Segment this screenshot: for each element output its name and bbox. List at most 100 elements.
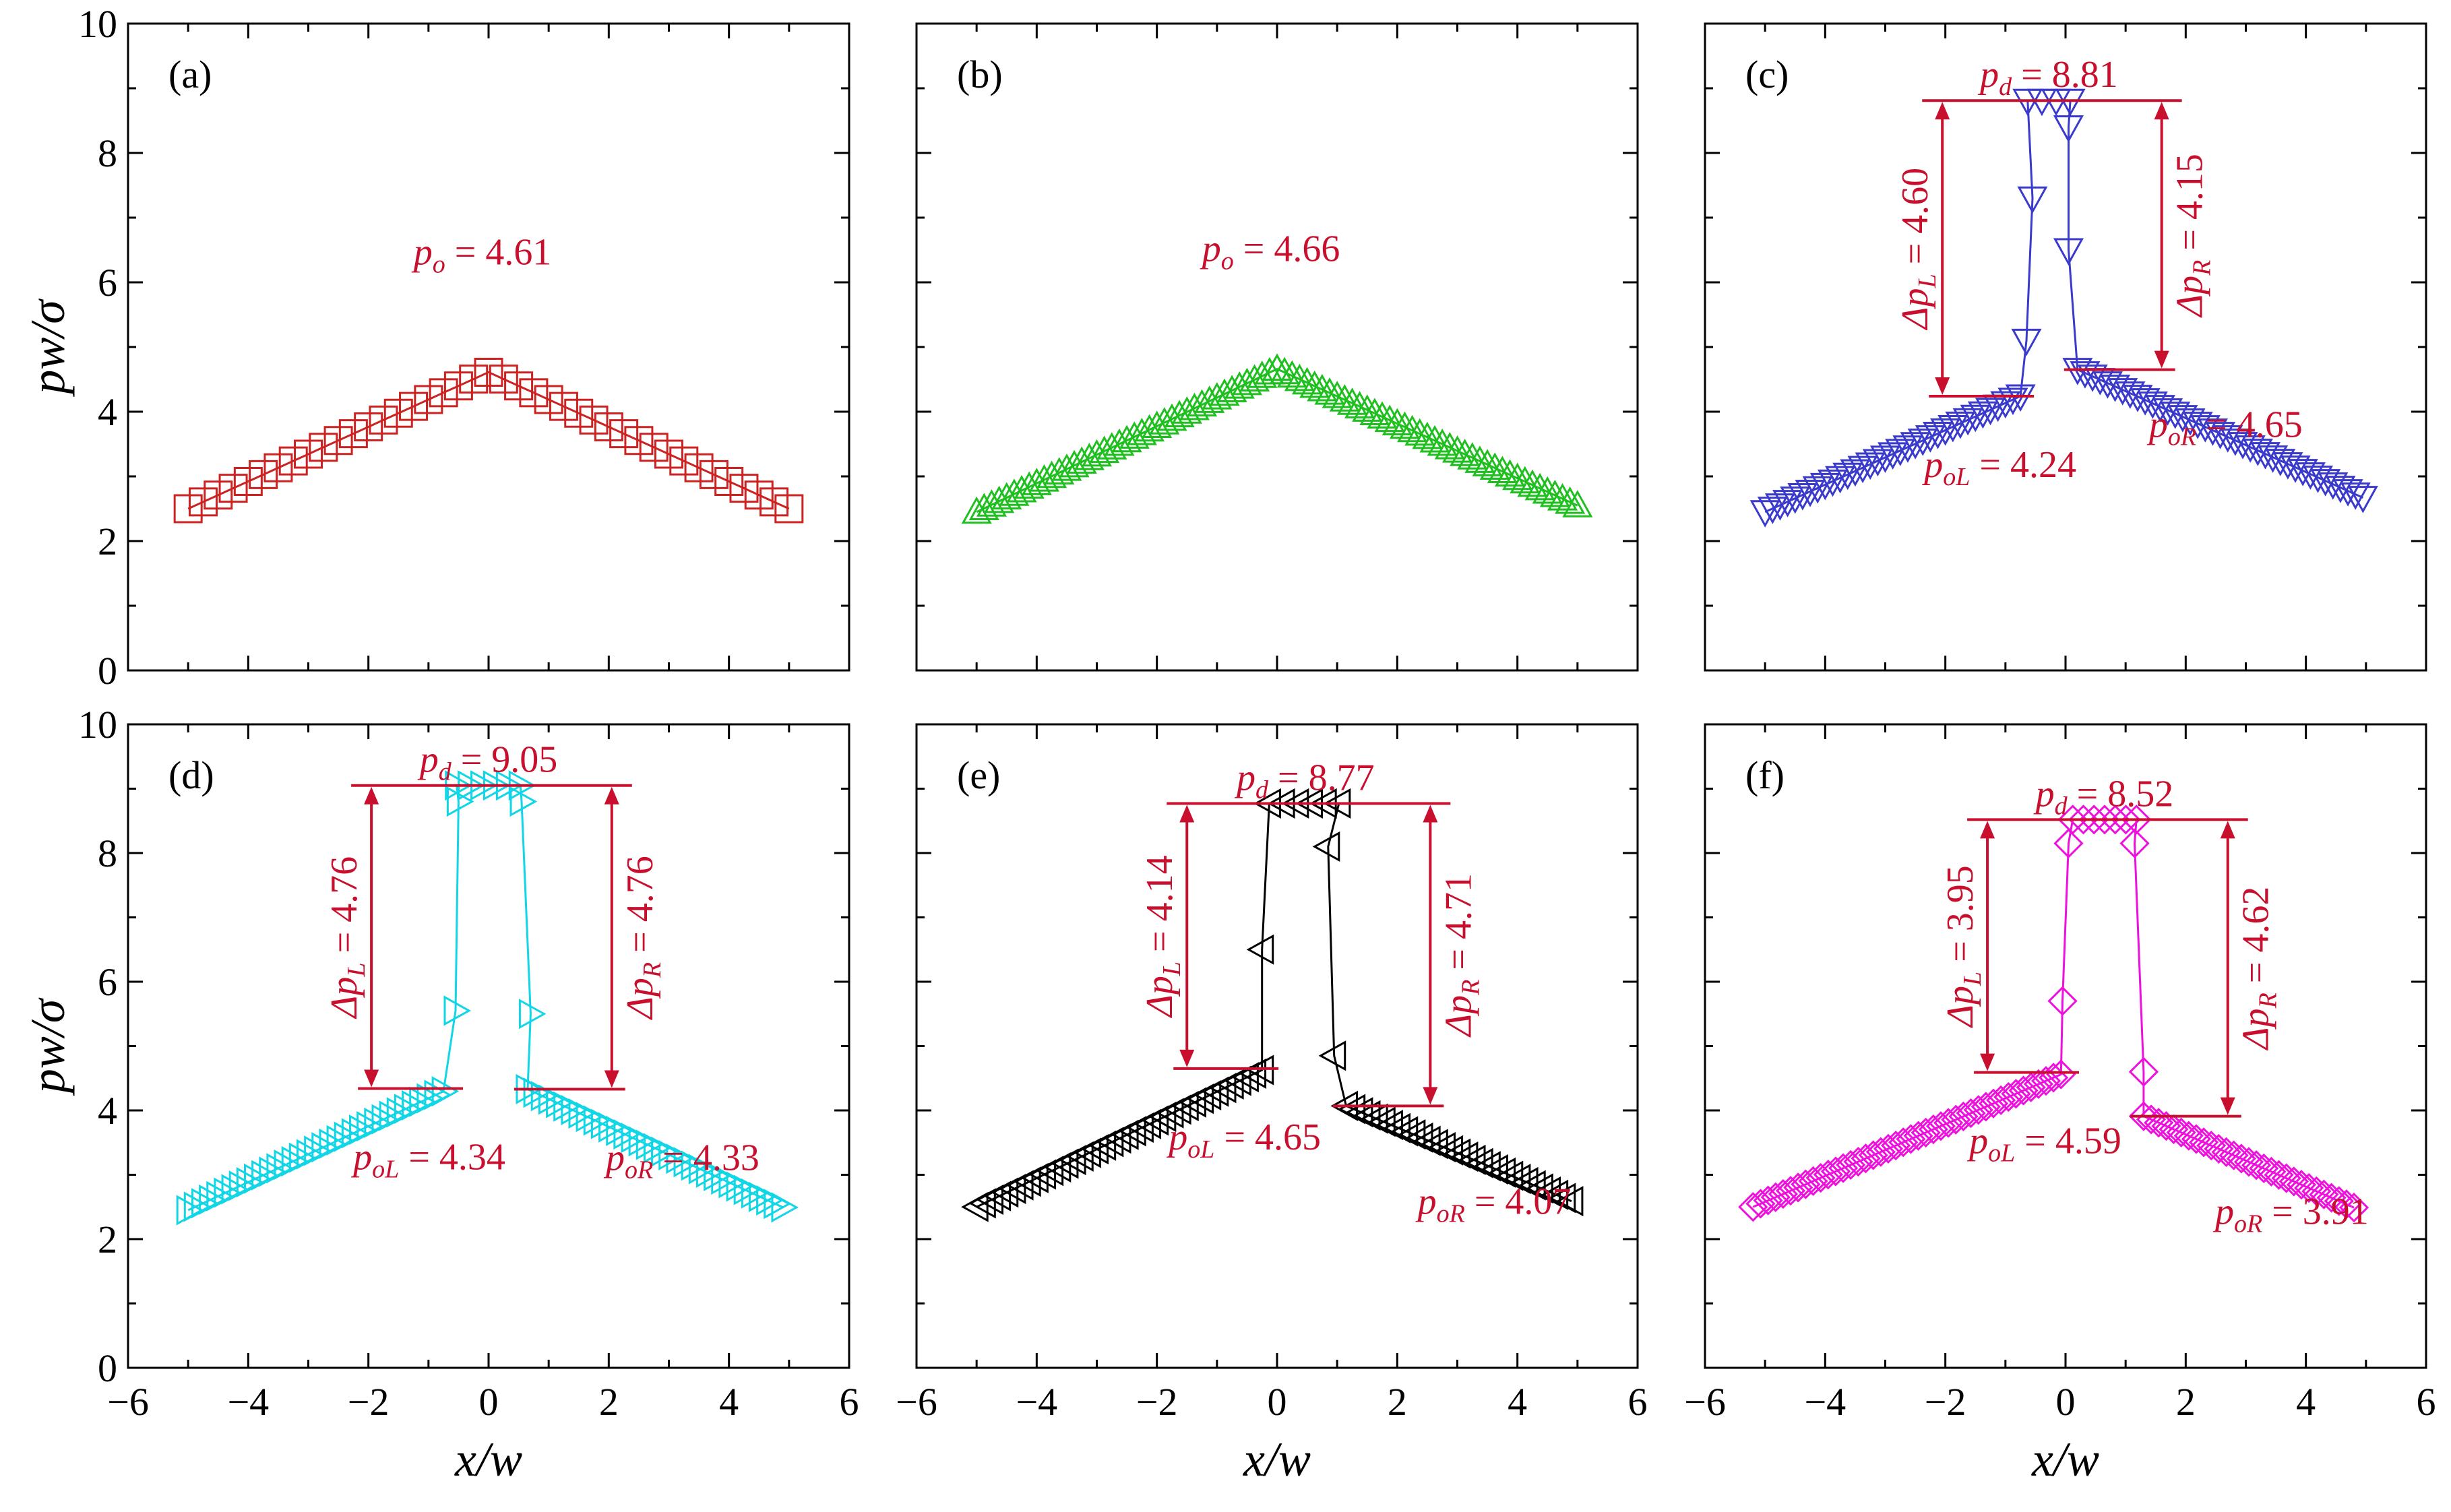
data-point (399, 391, 429, 421)
por-annotation-subscript: oR (1437, 1199, 1465, 1228)
data-point (1318, 1040, 1346, 1071)
x-tick-label: −6 (896, 1380, 937, 1424)
data-point (1915, 425, 1946, 453)
data-point (1134, 414, 1165, 442)
data-point (2295, 462, 2326, 490)
data-point (1254, 356, 1285, 385)
data-point (2219, 1140, 2249, 1170)
data-point (624, 426, 654, 455)
data-point (991, 482, 1022, 510)
data-point (1450, 439, 1481, 466)
data-point (1374, 404, 1405, 433)
data-point (771, 1192, 799, 1223)
x-tick-label: −2 (1925, 1380, 1966, 1424)
data-point (1911, 1117, 1941, 1148)
pol-annotation-subscript: oL (372, 1156, 399, 1184)
data-point (961, 496, 992, 524)
po-annotation-subscript: o (1221, 247, 1234, 276)
pol-annotation: poL = 4.59 (1966, 1121, 2121, 1168)
data-point (323, 426, 353, 455)
data-point (1836, 1149, 1866, 1180)
data-point (2115, 381, 2146, 409)
data-point (2264, 1160, 2294, 1190)
data-point (2077, 365, 2108, 392)
data-point (1843, 1146, 1873, 1177)
data-point (369, 405, 398, 435)
data-point (729, 474, 759, 503)
y-axis-label: pw/σ (21, 298, 75, 398)
pol-annotation: poL = 4.34 (350, 1137, 505, 1184)
data-point (2212, 425, 2243, 453)
data-point (1419, 424, 1450, 453)
data-point (1427, 428, 1458, 456)
po-annotation: po = 4.66 (1200, 228, 1340, 276)
data-point (1865, 1137, 1896, 1167)
data-point (2144, 395, 2175, 422)
data-point (249, 460, 278, 489)
data-point (1171, 396, 1202, 424)
data-point (338, 419, 368, 449)
data-point (564, 398, 594, 428)
dpr-annotation-value: = 4.15 (2169, 154, 2211, 260)
data-point (489, 365, 518, 394)
data-point (1156, 403, 1187, 431)
data-point (1081, 439, 1113, 467)
data-point (1028, 464, 1060, 492)
data-point (2023, 1069, 2054, 1100)
data-point (1502, 462, 1533, 491)
dpr-annotation-value: = 4.62 (2235, 887, 2277, 993)
po-annotation-value: = 4.66 (1234, 228, 1340, 270)
data-point (1825, 466, 1856, 494)
data-point (1967, 401, 1998, 429)
arrow-head (364, 786, 379, 805)
pol-annotation-value: = 4.59 (2015, 1121, 2121, 1162)
data-point (1066, 446, 1097, 474)
x-tick-label: 2 (599, 1380, 619, 1424)
data-point (2160, 402, 2191, 429)
arrow-head (1935, 377, 1950, 395)
data-point (1216, 375, 1247, 402)
data-point (443, 995, 472, 1026)
data-point (504, 371, 534, 401)
arrow-head (1423, 1087, 1438, 1105)
dpr-annotation-symbol: Δp (1437, 995, 1479, 1038)
data-point (1164, 400, 1195, 428)
data-point (1224, 371, 1255, 399)
data-point (1555, 1186, 1584, 1217)
data-point (1975, 398, 2006, 426)
y-tick-label: 10 (78, 703, 117, 747)
x-tick-label: 2 (1388, 1380, 1407, 1424)
data-point (1209, 378, 1240, 406)
data-point (1314, 377, 1345, 405)
data-point (2122, 385, 2153, 412)
dpr-annotation-value: = 4.76 (619, 856, 661, 962)
y-tick-label: 4 (98, 1089, 117, 1133)
data-point (2196, 1131, 2227, 1161)
x-tick-label: 4 (1508, 1380, 1527, 1424)
data-point (1873, 1133, 1904, 1164)
y-tick-label: 6 (98, 261, 117, 305)
dpr-annotation: ΔpR = 4.15 (2169, 154, 2216, 318)
data-point (2053, 238, 2084, 266)
por-annotation: poR = 4.07 (1415, 1180, 1572, 1228)
data-point (2197, 418, 2229, 446)
data-point (1775, 1176, 1806, 1206)
y-tick-label: 2 (98, 519, 117, 563)
por-annotation-symbol: p (2146, 404, 2168, 446)
x-tick-label: 4 (719, 1380, 739, 1424)
pd-annotation-symbol: p (1234, 757, 1255, 798)
data-point (2278, 1166, 2309, 1197)
data-point (1795, 479, 1826, 507)
pd-annotation-value: = 8.77 (1268, 757, 1375, 798)
panel-b: (b) po = 4.66 (915, 22, 1639, 672)
data-point (1764, 493, 1796, 521)
dpr-annotation-subscript: R (2254, 993, 2283, 1009)
data-point (2287, 459, 2318, 486)
pd-annotation-value: = 9.05 (452, 739, 558, 781)
pol-annotation-value: = 4.34 (399, 1137, 505, 1178)
dpl-annotation-symbol: Δp (1940, 986, 1981, 1028)
data-point (1142, 410, 1173, 439)
pol-annotation-symbol: p (350, 1137, 372, 1178)
data-point (233, 466, 263, 496)
